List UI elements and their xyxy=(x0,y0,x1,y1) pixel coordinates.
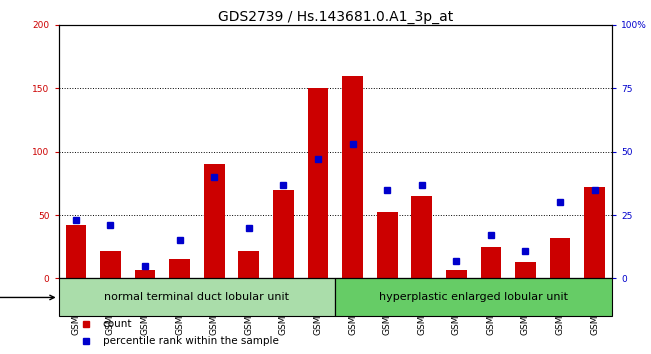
Title: GDS2739 / Hs.143681.0.A1_3p_at: GDS2739 / Hs.143681.0.A1_3p_at xyxy=(217,10,453,24)
Bar xyxy=(238,251,259,279)
Bar xyxy=(411,196,432,279)
Bar xyxy=(584,187,605,279)
Bar xyxy=(515,262,536,279)
Bar xyxy=(584,187,605,279)
Bar xyxy=(446,269,467,279)
Bar xyxy=(549,238,570,279)
Bar xyxy=(342,75,363,279)
Text: percentile rank within the sample: percentile rank within the sample xyxy=(103,336,279,346)
Bar xyxy=(100,251,121,279)
Bar xyxy=(480,247,501,279)
Bar xyxy=(307,88,328,279)
Bar xyxy=(377,212,398,279)
Bar xyxy=(446,269,467,279)
Text: hyperplastic enlarged lobular unit: hyperplastic enlarged lobular unit xyxy=(379,292,568,302)
Text: normal terminal duct lobular unit: normal terminal duct lobular unit xyxy=(104,292,290,302)
Bar xyxy=(204,164,225,279)
Bar xyxy=(549,238,570,279)
Bar xyxy=(238,251,259,279)
Bar xyxy=(66,225,86,279)
Text: disease state: disease state xyxy=(0,292,54,302)
Bar xyxy=(59,279,335,316)
Bar xyxy=(204,164,225,279)
Bar xyxy=(135,269,156,279)
Bar xyxy=(377,212,398,279)
Bar xyxy=(515,262,536,279)
Bar xyxy=(100,251,121,279)
Bar xyxy=(66,225,86,279)
Text: count: count xyxy=(103,319,132,329)
Bar xyxy=(335,279,612,316)
Bar xyxy=(342,75,363,279)
Bar xyxy=(135,269,156,279)
Bar xyxy=(273,190,294,279)
Bar xyxy=(273,190,294,279)
Bar xyxy=(169,259,190,279)
Bar xyxy=(480,247,501,279)
Bar xyxy=(411,196,432,279)
Bar xyxy=(307,88,328,279)
Bar xyxy=(169,259,190,279)
